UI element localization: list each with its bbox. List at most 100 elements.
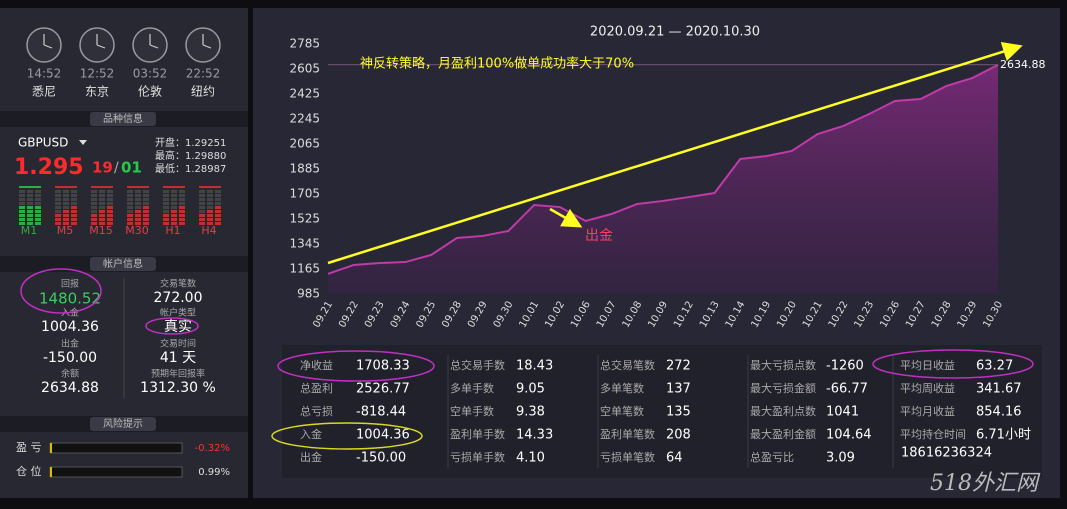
meter-cell bbox=[127, 210, 133, 213]
timeframe: M15 bbox=[89, 224, 113, 237]
meter-cell bbox=[127, 202, 133, 205]
meter-cell bbox=[127, 198, 133, 201]
meter-cell bbox=[71, 218, 77, 221]
timeframe: M1 bbox=[21, 224, 38, 237]
meter-cell bbox=[99, 222, 105, 225]
highlight bbox=[271, 422, 423, 450]
last-value-label: 2634.88 bbox=[1000, 58, 1046, 71]
meter-cell bbox=[199, 222, 205, 225]
meter-cell bbox=[199, 210, 205, 213]
meter-cell bbox=[207, 206, 213, 209]
stat-value: 854.16 bbox=[976, 405, 1022, 420]
meter-cell bbox=[207, 190, 213, 193]
stats-panel bbox=[282, 345, 1042, 478]
meter-cell bbox=[19, 194, 25, 197]
meter-cell bbox=[55, 222, 61, 225]
meter-cell bbox=[35, 202, 41, 205]
account-label: 帐户类型 bbox=[160, 307, 196, 319]
risk-fill bbox=[50, 467, 52, 477]
meter-cell bbox=[135, 206, 141, 209]
meter-cell bbox=[207, 222, 213, 225]
meter-cell bbox=[55, 194, 61, 197]
meter-cell bbox=[199, 214, 205, 217]
meter-cell bbox=[171, 222, 177, 225]
clock-hand bbox=[149, 44, 159, 49]
meter-cell bbox=[55, 198, 61, 201]
meter-cell bbox=[27, 194, 33, 197]
meter-cell bbox=[91, 194, 97, 197]
y-tick-label: 1345 bbox=[289, 237, 320, 251]
stat-label: 空单笔数 bbox=[600, 404, 644, 418]
y-tick-label: 2425 bbox=[289, 87, 320, 101]
meter-cell bbox=[135, 218, 141, 221]
stat-label: 总亏损 bbox=[300, 404, 333, 418]
stat-value: 2526.77 bbox=[356, 382, 410, 397]
meter-cell bbox=[27, 210, 33, 213]
account-value: 41 天 bbox=[160, 350, 196, 366]
clock-hand bbox=[96, 44, 106, 49]
meter-cell bbox=[199, 190, 205, 193]
timeframe: H4 bbox=[201, 224, 216, 237]
meter-cell bbox=[35, 218, 41, 221]
stat-value: 104.64 bbox=[826, 428, 872, 443]
stat-value: -1260 bbox=[826, 359, 864, 374]
meter-cell bbox=[99, 206, 105, 209]
account-label: 交易笔数 bbox=[160, 278, 196, 290]
section-tab bbox=[90, 417, 156, 431]
meter-cell bbox=[171, 218, 177, 221]
y-tick-label: 985 bbox=[297, 287, 320, 301]
meter-cell bbox=[35, 214, 41, 217]
meter-cell bbox=[63, 210, 69, 213]
section-title: 帐户信息 bbox=[103, 257, 143, 270]
highlight bbox=[145, 317, 199, 335]
meter-cell bbox=[215, 218, 221, 221]
stat-label: 净收益 bbox=[300, 358, 333, 372]
meter-cell bbox=[143, 206, 149, 209]
account-value: 1312.30 % bbox=[140, 380, 216, 396]
meter-cell bbox=[63, 222, 69, 225]
price-small2: 01 bbox=[121, 159, 142, 177]
meter-cell bbox=[27, 218, 33, 221]
clock-hand bbox=[202, 44, 212, 49]
meter-cell bbox=[127, 194, 133, 197]
meter-cell bbox=[19, 206, 25, 209]
meter-cell bbox=[127, 222, 133, 225]
stat-value: 208 bbox=[666, 428, 691, 443]
meter-cell bbox=[107, 206, 113, 209]
meter-cell bbox=[143, 210, 149, 213]
meter-cell bbox=[71, 210, 77, 213]
meter-cell bbox=[99, 198, 105, 201]
stat-label: 出金 bbox=[300, 450, 322, 464]
stat-label: 平均持仓时间 bbox=[900, 427, 966, 441]
highlight bbox=[20, 268, 102, 314]
y-tick-label: 1525 bbox=[289, 212, 320, 226]
account-value: -150.00 bbox=[43, 350, 97, 366]
risk-value: 0.99% bbox=[198, 467, 230, 478]
meter-cell bbox=[19, 218, 25, 221]
stat-label: 最大亏损点数 bbox=[750, 358, 816, 372]
meter-cell bbox=[19, 198, 25, 201]
meter-cell bbox=[179, 218, 185, 221]
meter-cell bbox=[127, 214, 133, 217]
stat-label: 总盈亏比 bbox=[750, 450, 794, 464]
stat-value: -818.44 bbox=[356, 405, 406, 420]
meter-cell bbox=[71, 206, 77, 209]
highlight bbox=[277, 350, 435, 382]
meter-cell bbox=[107, 222, 113, 225]
stat-label: 最大亏损金额 bbox=[750, 381, 816, 395]
quote: 最高：1.29880 bbox=[155, 149, 226, 162]
meter-cell bbox=[27, 190, 33, 193]
stat-label: 空单手数 bbox=[450, 404, 494, 418]
account-value: 2634.88 bbox=[41, 380, 99, 396]
section-tab bbox=[90, 257, 156, 271]
meter-cell bbox=[199, 206, 205, 209]
meter-cell bbox=[55, 206, 61, 209]
dropdown[interactable] bbox=[79, 140, 87, 145]
meter-cell bbox=[143, 214, 149, 217]
stat-label: 盈利单手数 bbox=[450, 427, 505, 441]
stat-value: -150.00 bbox=[356, 451, 406, 466]
y-tick-label: 2605 bbox=[289, 62, 320, 76]
meter-cell bbox=[163, 190, 169, 193]
stat-label: 最大盈利金额 bbox=[750, 427, 816, 441]
meter-cell bbox=[207, 198, 213, 201]
